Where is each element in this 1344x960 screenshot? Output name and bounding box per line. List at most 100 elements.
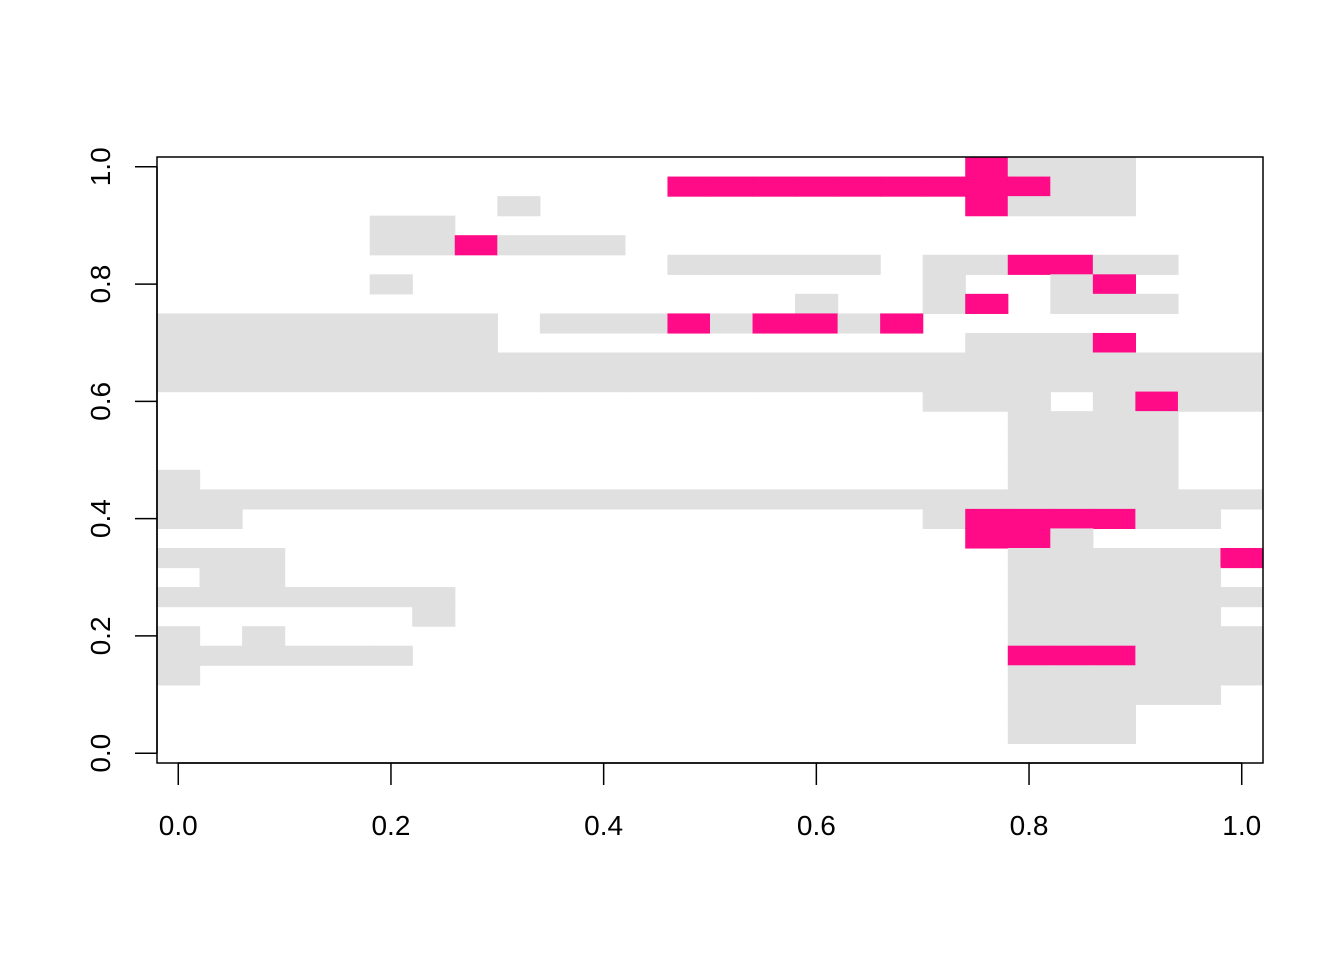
heatmap-cell-pink [1220, 547, 1264, 569]
heatmap-cell-grey [880, 489, 924, 510]
heatmap-cell-grey [284, 645, 328, 666]
heatmap-cell-grey [965, 372, 1009, 393]
heatmap-cell-grey [1092, 352, 1136, 373]
heatmap-cell-grey [1135, 547, 1179, 569]
heatmap-cell-pink [1007, 508, 1051, 530]
x-tick-label: 0.8 [1010, 810, 1049, 841]
heatmap-cell-grey [1177, 391, 1222, 412]
x-tick-label: 0.6 [797, 810, 836, 841]
heatmap-cell-pink [965, 176, 1009, 197]
heatmap-cell-grey [710, 352, 754, 373]
heatmap-cell-grey [1135, 372, 1179, 393]
heatmap-cell-grey [965, 332, 1009, 354]
heatmap-cell-grey [1092, 665, 1136, 686]
heatmap-cell-grey [1092, 469, 1136, 490]
heatmap-cell-grey [1007, 489, 1051, 510]
heatmap-cell-grey [1220, 352, 1264, 373]
heatmap-cell-grey [795, 352, 839, 373]
heatmap-cell-grey [1007, 372, 1051, 393]
y-tick-label: 0.2 [85, 616, 116, 655]
x-tick-label: 0.2 [371, 810, 410, 841]
heatmap-cell-grey [1135, 469, 1179, 490]
heatmap-cell-grey [497, 196, 541, 217]
heatmap-cell-grey [1007, 196, 1051, 217]
heatmap-cell-grey [752, 254, 796, 275]
heatmap-cell-grey [965, 352, 1009, 373]
heatmap-cell-grey [1177, 665, 1222, 686]
heatmap-cell-grey [1050, 528, 1094, 549]
heatmap-cell-pink [965, 157, 1009, 178]
heatmap-cell-grey [1177, 508, 1222, 530]
heatmap-cell-pink [922, 176, 966, 197]
heatmap-cell-grey [922, 372, 966, 393]
heatmap-cell-grey [157, 587, 201, 608]
heatmap-cell-pink [965, 293, 1009, 314]
heatmap-cell-grey [582, 313, 626, 334]
heatmap-cell-grey [1135, 587, 1179, 608]
heatmap-cell-grey [327, 645, 371, 666]
heatmap-cell-grey [497, 372, 541, 393]
heatmap-cell-grey [1135, 645, 1179, 666]
x-tick-label: 1.0 [1222, 810, 1261, 841]
heatmap-cell-grey [1050, 157, 1094, 178]
heatmap-cell-grey [1050, 332, 1094, 354]
heatmap-cell-grey [199, 508, 243, 530]
heatmap-cell-grey [199, 587, 243, 608]
heatmap-cell-grey [1092, 372, 1136, 393]
heatmap-cell-grey [1135, 606, 1179, 627]
heatmap-cell-grey [1050, 352, 1094, 373]
heatmap-cell-grey [369, 587, 413, 608]
heatmap-cell-grey [1177, 684, 1222, 705]
heatmap-cell-grey [1092, 176, 1136, 197]
heatmap-cell-grey [1007, 332, 1051, 354]
heatmap-cell-grey [624, 372, 669, 393]
heatmap-cell-grey [1092, 606, 1136, 627]
heatmap-cell-grey [1092, 450, 1136, 471]
y-tick-label: 0.8 [85, 265, 116, 304]
heatmap-cell-grey [242, 567, 286, 588]
heatmap-cell-grey [1177, 547, 1222, 569]
heatmap-cell-grey [795, 293, 839, 314]
x-tick-label: 0.4 [584, 810, 623, 841]
heatmap-cell-grey [497, 352, 541, 373]
heatmap-cell-grey [1135, 411, 1179, 432]
heatmap-cell-pink [454, 235, 498, 256]
heatmap-cell-grey [1050, 684, 1094, 705]
heatmap-cell-pink [710, 176, 754, 197]
heatmap-cell-grey [369, 352, 413, 373]
heatmap-cell-grey [582, 352, 626, 373]
heatmap-cell-grey [965, 254, 1009, 275]
heatmap-cell-grey [795, 489, 839, 510]
heatmap-cell-grey [1007, 665, 1051, 686]
heatmap-cell-grey [1050, 196, 1094, 217]
heatmap-cell-grey [1177, 645, 1222, 666]
heatmap-cell-grey [284, 372, 328, 393]
heatmap-cell-grey [1135, 684, 1179, 705]
heatmap-cell-grey [1177, 352, 1222, 373]
heatmap-cell-grey [710, 372, 754, 393]
heatmap-cell-grey [1092, 391, 1136, 412]
heatmap-cell-grey [1135, 254, 1179, 275]
heatmap-cell-grey [1092, 587, 1136, 608]
heatmap-cell-grey [922, 274, 966, 295]
heatmap-cell-grey [1007, 567, 1051, 588]
heatmap-cell-grey [412, 489, 456, 510]
heatmap-cell-grey [454, 313, 498, 334]
heatmap-cell-grey [1135, 567, 1179, 588]
heatmap-cell-grey [369, 645, 413, 666]
heatmap-cell-grey [1007, 430, 1051, 451]
heatmap-cell-pink [752, 176, 796, 197]
heatmap-cell-grey [284, 313, 328, 334]
heatmap-cell-grey [1050, 469, 1094, 490]
heatmap-cell-grey [582, 235, 626, 256]
heatmap-cell-grey [1050, 704, 1094, 725]
heatmap-cell-grey [454, 332, 498, 354]
heatmap-cell-grey [880, 352, 924, 373]
heatmap-cell-grey [667, 489, 711, 510]
heatmap-cell-grey [1135, 508, 1179, 530]
heatmap-cell-grey [752, 372, 796, 393]
heatmap-cell-grey [1135, 352, 1179, 373]
heatmap-cell-grey [1092, 626, 1136, 647]
heatmap-cell-grey [1007, 391, 1051, 412]
heatmap-cell-grey [1092, 411, 1136, 432]
